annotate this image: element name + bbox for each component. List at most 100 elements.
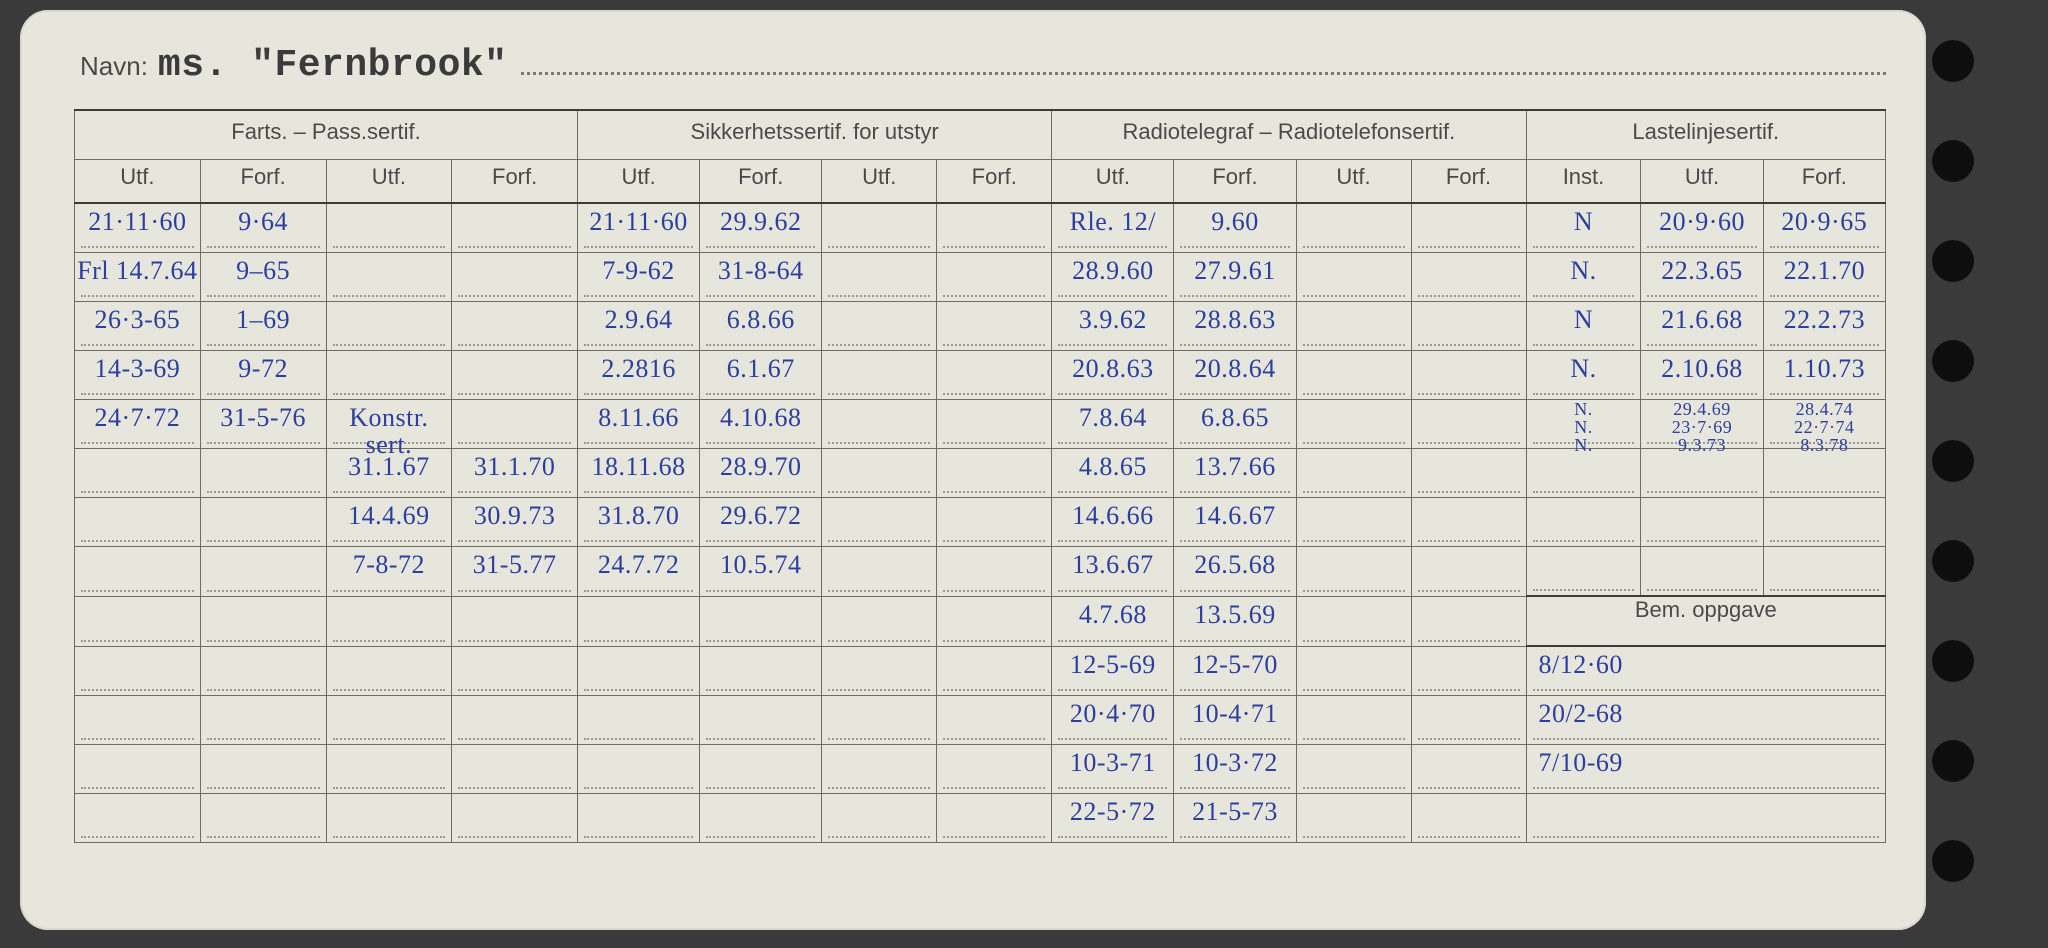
table-cell: 8.11.66 [578, 400, 700, 449]
table-cell [1296, 498, 1411, 547]
table-cell [326, 203, 452, 253]
table-cell: 2.10.68 [1641, 351, 1763, 400]
table-cell [452, 745, 578, 794]
table-cell [822, 302, 937, 351]
col-forf: Forf. [452, 160, 578, 204]
table-cell: 20.8.64 [1174, 351, 1296, 400]
table-cell [1411, 646, 1526, 696]
table-cell [822, 794, 937, 843]
table-cell: 20·4·70 [1052, 696, 1174, 745]
table-cell [1411, 449, 1526, 498]
table-cell: 10-3-71 [1052, 745, 1174, 794]
table-cell [1411, 302, 1526, 351]
table-cell [578, 794, 700, 843]
table-cell [75, 646, 201, 696]
table-cell: 3.9.62 [1052, 302, 1174, 351]
table-cell [1411, 400, 1526, 449]
table-cell [937, 302, 1052, 351]
table-cell [937, 498, 1052, 547]
table-cell: 1.10.73 [1763, 351, 1885, 400]
table-cell [1411, 253, 1526, 302]
table-cell: 14.6.67 [1174, 498, 1296, 547]
table-cell [822, 351, 937, 400]
col-forf: Forf. [1763, 160, 1885, 204]
table-cell: 4.8.65 [1052, 449, 1174, 498]
table-row: 7-8-7231-5.7724.7.7210.5.7413.6.6726.5.6… [75, 547, 1886, 597]
table-cell [578, 646, 700, 696]
table-cell [1763, 449, 1885, 498]
table-cell: 21.6.68 [1641, 302, 1763, 351]
table-cell: N [1526, 203, 1641, 253]
table-row: 24·7·7231-5-76Konstr. sert.8.11.664.10.6… [75, 400, 1886, 449]
table-cell [1296, 302, 1411, 351]
table-cell [452, 351, 578, 400]
table-cell [1296, 745, 1411, 794]
binder-hole [1932, 440, 1974, 482]
table-cell: 6.8.65 [1174, 400, 1296, 449]
table-cell: 18.11.68 [578, 449, 700, 498]
bem-cell: 8/12·60 [1526, 646, 1886, 696]
table-cell: 13.7.66 [1174, 449, 1296, 498]
name-underline [521, 71, 1886, 75]
table-cell: 9-72 [200, 351, 326, 400]
table-cell [1296, 449, 1411, 498]
binder-hole [1932, 540, 1974, 582]
table-cell: 22.3.65 [1641, 253, 1763, 302]
binder-hole [1932, 340, 1974, 382]
table-cell [75, 696, 201, 745]
binder-hole [1932, 740, 1974, 782]
table-cell: 21-5-73 [1174, 794, 1296, 843]
table-cell [1296, 646, 1411, 696]
table-cell: 22-5·72 [1052, 794, 1174, 843]
table-row: 31.1.6731.1.7018.11.6828.9.704.8.6513.7.… [75, 449, 1886, 498]
table-cell [200, 646, 326, 696]
table-cell [700, 794, 822, 843]
table-cell: 9.60 [1174, 203, 1296, 253]
table-cell: Frl 14.7.64 [75, 253, 201, 302]
table-cell [1763, 547, 1885, 597]
table-cell [822, 547, 937, 597]
table-cell [822, 449, 937, 498]
table-cell: 12-5-69 [1052, 646, 1174, 696]
table-cell: 14.6.66 [1052, 498, 1174, 547]
table-cell: 26·3-65 [75, 302, 201, 351]
bem-cell [1526, 794, 1886, 843]
table-cell: 29.4.69 23·7·69 9.3.73 [1641, 400, 1763, 449]
binder-hole [1932, 840, 1974, 882]
binder-hole [1932, 140, 1974, 182]
col-utf: Utf. [1641, 160, 1763, 204]
table-cell: N. [1526, 253, 1641, 302]
table-cell: 7.8.64 [1052, 400, 1174, 449]
table-cell: 22.2.73 [1763, 302, 1885, 351]
table-cell [822, 253, 937, 302]
table-cell: Rle. 12/ [1052, 203, 1174, 253]
table-cell: 22.1.70 [1763, 253, 1885, 302]
binder-holes [1926, 10, 1980, 930]
table-cell [1296, 696, 1411, 745]
section-farts: Farts. – Pass.sertif. [75, 110, 578, 160]
name-label: Navn: [80, 51, 148, 82]
table-cell: 20·9·60 [1641, 203, 1763, 253]
table-cell: N [1526, 302, 1641, 351]
table-cell [822, 696, 937, 745]
page: Navn: ms. "Fernbrook" Farts. – Pass.sert… [20, 10, 1980, 930]
col-forf: Forf. [937, 160, 1052, 204]
table-cell [200, 596, 326, 646]
binder-hole [1932, 240, 1974, 282]
table-cell [937, 400, 1052, 449]
table-cell [1296, 253, 1411, 302]
section-radio: Radiotelegraf – Radiotelefonsertif. [1052, 110, 1526, 160]
table-cell [822, 646, 937, 696]
col-forf: Forf. [1174, 160, 1296, 204]
table-cell: 28.9.70 [700, 449, 822, 498]
table-cell: 30.9.73 [452, 498, 578, 547]
table-cell [326, 794, 452, 843]
table-cell [700, 596, 822, 646]
table-cell: 4.10.68 [700, 400, 822, 449]
table-cell: 6.1.67 [700, 351, 822, 400]
table-cell [452, 696, 578, 745]
table-cell: 7-8-72 [326, 547, 452, 597]
table-cell [1411, 596, 1526, 646]
table-cell: 29.6.72 [700, 498, 822, 547]
table-cell [822, 596, 937, 646]
